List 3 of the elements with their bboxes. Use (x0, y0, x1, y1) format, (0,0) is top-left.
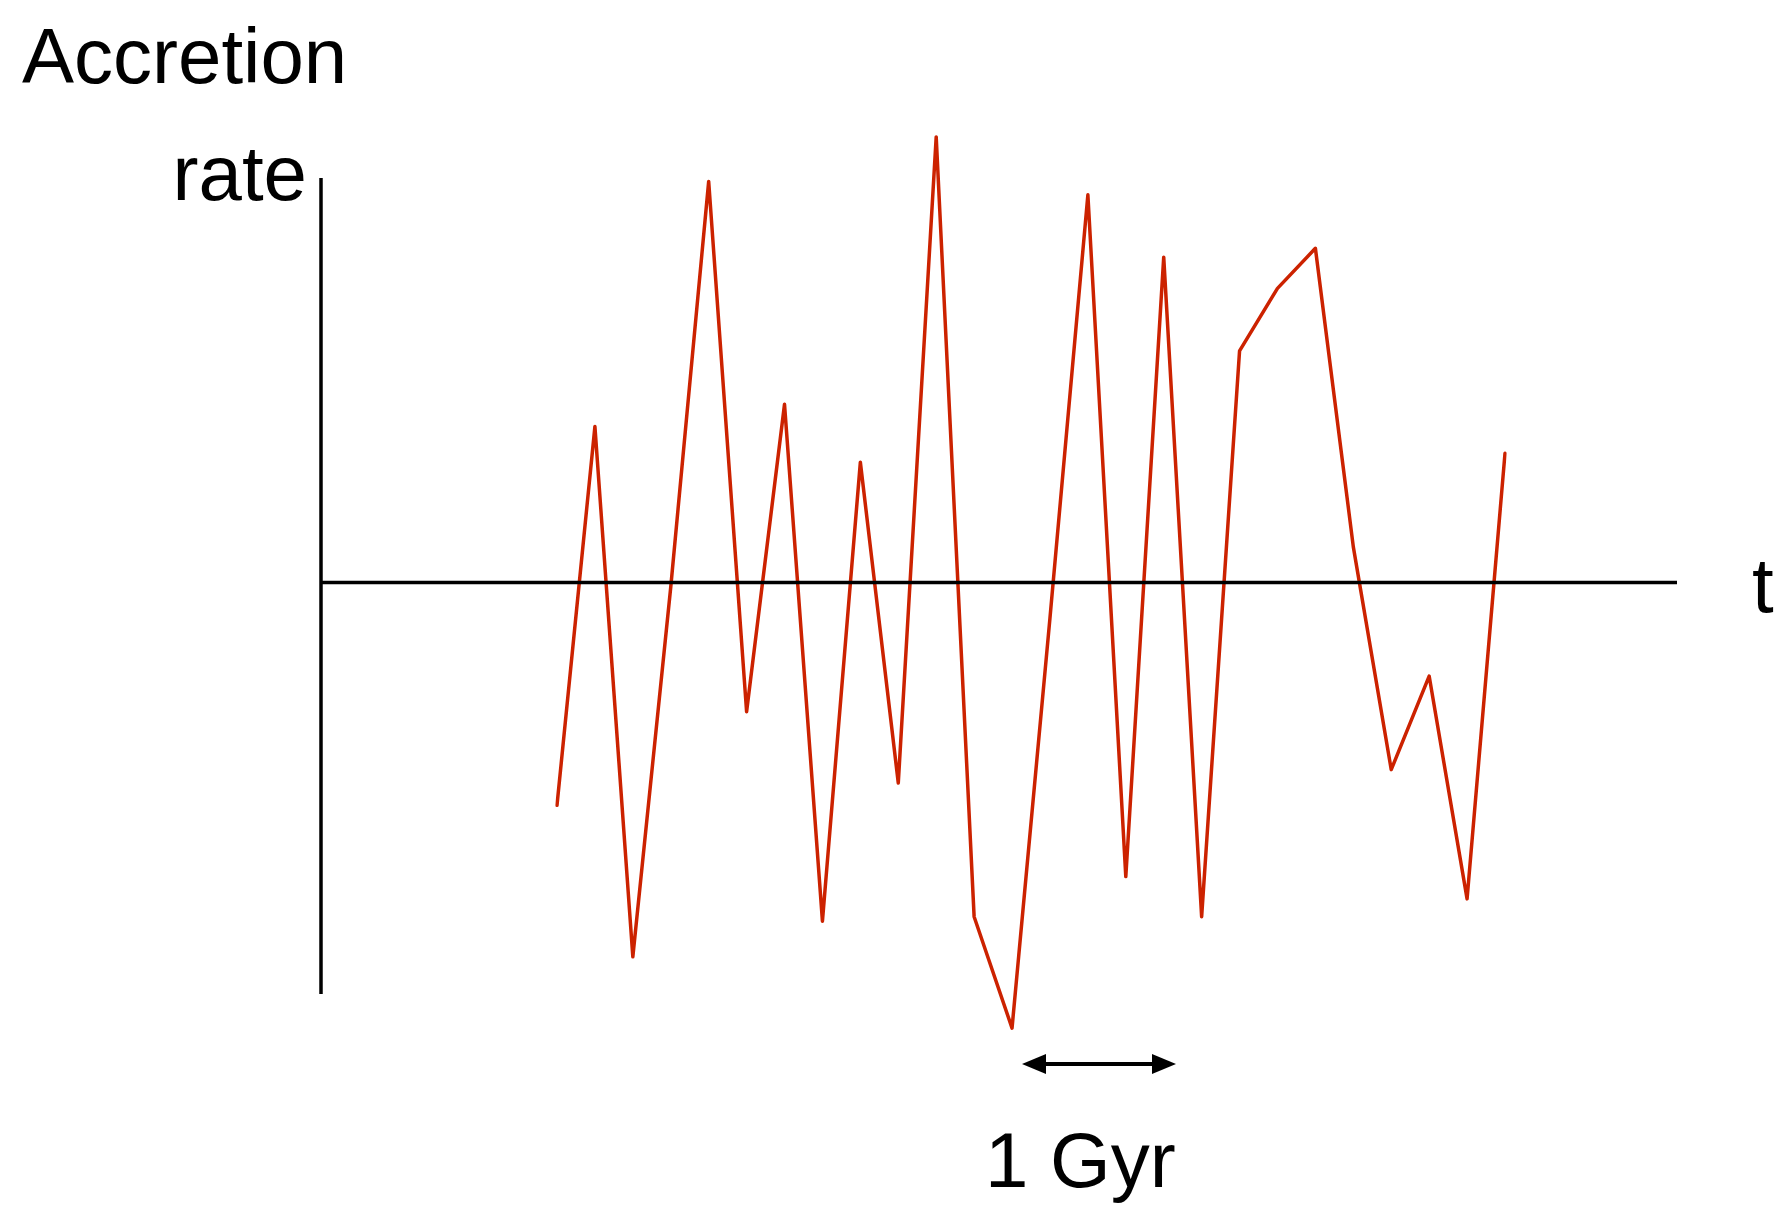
x-axis-title: t (1752, 540, 1774, 631)
text: 1 Gyr (985, 1115, 1176, 1206)
y-axis-title: Accretion rate (22, 11, 348, 219)
